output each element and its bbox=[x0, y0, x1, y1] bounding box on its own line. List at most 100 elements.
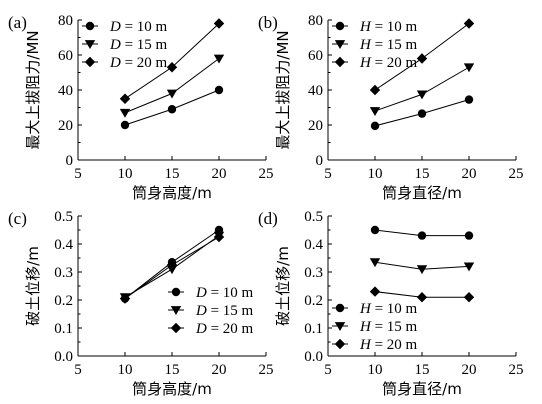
legend-value: = 15 m bbox=[207, 303, 254, 319]
legend-value: = 20 m bbox=[121, 55, 168, 71]
y-tick-label: 0.0 bbox=[54, 349, 73, 365]
legend-value: = 10 m bbox=[121, 19, 168, 35]
legend-marker bbox=[170, 306, 182, 315]
y-axis-label: 破土位移/m bbox=[274, 246, 292, 326]
y-tick-label: 40 bbox=[58, 83, 73, 99]
legend-value: = 20 m bbox=[371, 55, 418, 71]
legend-value: = 15 m bbox=[121, 37, 168, 53]
data-point bbox=[463, 262, 475, 272]
y-tick-label: 60 bbox=[308, 48, 323, 64]
x-tick-label: 25 bbox=[259, 166, 274, 182]
data-point bbox=[416, 292, 428, 303]
y-tick-label: 0.1 bbox=[304, 321, 323, 337]
legend-value: = 20 m bbox=[371, 337, 418, 353]
x-axis-label: 筒身高度/m bbox=[132, 380, 212, 398]
legend-marker bbox=[335, 21, 345, 31]
y-axis-label: 最大上拔阻力/MN bbox=[274, 30, 292, 149]
legend-entry: D = 20 m bbox=[195, 321, 254, 337]
data-point bbox=[464, 95, 474, 104]
data-point bbox=[417, 231, 427, 240]
panel-a: 5 10 15 20 25 0 20 40 60 80 筒身高度/m 最大上拔阻力/MN(a) D = … bbox=[8, 13, 274, 202]
legend: D = 10 mD = 15 mD = 20 m bbox=[82, 19, 168, 71]
series-line bbox=[374, 66, 470, 112]
legend-entry: D = 15 m bbox=[195, 303, 254, 319]
legend-marker bbox=[334, 56, 346, 68]
y-tick-label: 0.2 bbox=[54, 293, 73, 309]
data-point bbox=[369, 286, 381, 297]
y-axis-label: 破土位移/m bbox=[24, 246, 42, 326]
data-point bbox=[464, 231, 474, 240]
panel-label: (d) bbox=[258, 209, 278, 228]
y-tick-label: 80 bbox=[58, 13, 73, 29]
x-tick-label: 20 bbox=[212, 166, 227, 182]
legend-entry: H = 15 m bbox=[359, 319, 418, 335]
y-tick-label: 40 bbox=[308, 83, 323, 99]
y-tick-label: 20 bbox=[58, 118, 73, 134]
data-point bbox=[416, 265, 428, 275]
data-point bbox=[119, 93, 131, 104]
legend-marker bbox=[170, 322, 182, 334]
panel-label: (c) bbox=[8, 209, 27, 228]
data-point bbox=[463, 18, 475, 29]
x-tick-label: 20 bbox=[462, 362, 477, 378]
data-point bbox=[463, 292, 475, 303]
x-tick-label: 10 bbox=[368, 362, 383, 378]
x-tick-label: 10 bbox=[118, 362, 133, 378]
y-tick-label: 0.2 bbox=[304, 293, 323, 309]
data-point bbox=[417, 109, 427, 118]
legend-value: = 10 m bbox=[371, 19, 418, 35]
y-tick-label: 0 bbox=[66, 153, 74, 169]
y-tick-label: 0.1 bbox=[54, 321, 73, 337]
x-tick-label: 25 bbox=[259, 362, 274, 378]
y-tick-label: 0.4 bbox=[54, 237, 73, 253]
data-point bbox=[166, 62, 178, 73]
x-tick-label: 15 bbox=[415, 166, 430, 182]
legend: H = 10 m H = 15 m H = 20 m bbox=[332, 301, 418, 353]
legend-marker bbox=[84, 56, 96, 68]
legend-marker bbox=[334, 338, 346, 350]
data-point bbox=[370, 225, 380, 235]
legend-value: = 15 m bbox=[371, 37, 418, 53]
panel-c: 5 10 15 20 25 0.0 0.1 0.2 0.3 0.4 0.5 筒身高度/m 破土位移/m (… bbox=[8, 209, 274, 398]
panel-d: 5 10 15 20 25 0.0 0.1 0.2 0.3 0.4 0.5 筒身直径/m 破土位移/m (… bbox=[258, 209, 524, 398]
panel-label: (a) bbox=[8, 13, 27, 32]
x-tick-label: 15 bbox=[165, 362, 180, 378]
x-tick-label: 15 bbox=[165, 166, 180, 182]
legend-variable: D bbox=[195, 303, 207, 319]
legend-entry: D = 15 m bbox=[109, 37, 168, 53]
legend-value: = 20 m bbox=[207, 321, 254, 337]
panel-b: 5 10 15 20 25 0 20 40 60 80 筒身直径/m 最大上拔阻力/MN(b) H = … bbox=[258, 13, 524, 202]
legend-marker bbox=[85, 21, 95, 31]
legend-variable: H bbox=[359, 301, 372, 317]
legend-entry: H = 10 m bbox=[359, 19, 418, 35]
y-tick-label: 20 bbox=[308, 118, 323, 134]
legend-marker bbox=[334, 40, 346, 49]
data-point bbox=[213, 231, 225, 243]
legend-variable: H bbox=[359, 55, 372, 71]
y-tick-label: 0.3 bbox=[54, 265, 73, 281]
x-tick-label: 20 bbox=[212, 362, 227, 378]
legend-variable: H bbox=[359, 337, 372, 353]
x-tick-label: 20 bbox=[462, 166, 477, 182]
legend-value: = 10 m bbox=[371, 301, 418, 317]
legend-entry: H = 10 m bbox=[359, 301, 418, 317]
y-tick-label: 0.3 bbox=[304, 265, 323, 281]
data-point bbox=[369, 107, 381, 116]
y-axis-label: 最大上拔阻力/MN bbox=[24, 30, 42, 149]
legend-variable: D bbox=[195, 285, 207, 301]
data-point bbox=[369, 258, 381, 268]
legend-variable: D bbox=[109, 37, 121, 53]
x-tick-label: 10 bbox=[118, 166, 133, 182]
x-axis-label: 筒身直径/m bbox=[382, 184, 462, 202]
y-tick-label: 0.5 bbox=[304, 209, 323, 225]
x-tick-label: 5 bbox=[324, 166, 332, 182]
panel-label: (b) bbox=[258, 13, 278, 32]
legend-entry: H = 15 m bbox=[359, 37, 418, 53]
legend-entry: D = 10 m bbox=[109, 19, 168, 35]
data-point bbox=[416, 90, 428, 100]
x-tick-label: 10 bbox=[368, 166, 383, 182]
x-tick-label: 15 bbox=[415, 362, 430, 378]
data-point bbox=[119, 293, 131, 304]
legend-entry: D = 20 m bbox=[109, 55, 168, 71]
data-point bbox=[119, 108, 131, 118]
